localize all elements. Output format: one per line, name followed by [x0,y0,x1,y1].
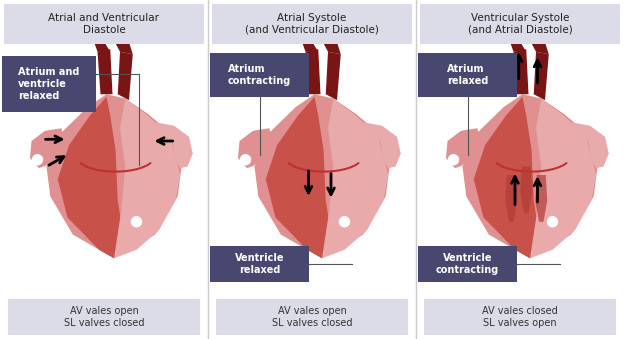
Text: AV vales open
SL valves closed: AV vales open SL valves closed [64,306,144,328]
Polygon shape [535,175,547,222]
Polygon shape [505,175,517,222]
Polygon shape [306,49,321,94]
Text: AV vales closed
SL valves open: AV vales closed SL valves open [482,306,558,328]
Polygon shape [97,49,112,94]
FancyBboxPatch shape [4,4,204,44]
Circle shape [449,155,459,165]
FancyBboxPatch shape [420,4,620,44]
FancyBboxPatch shape [212,4,412,44]
Polygon shape [326,52,341,100]
FancyBboxPatch shape [8,299,200,335]
Polygon shape [155,122,193,168]
Circle shape [240,155,250,165]
FancyBboxPatch shape [418,246,517,282]
Polygon shape [530,99,596,258]
Polygon shape [446,128,481,168]
Polygon shape [571,122,609,168]
Polygon shape [509,32,548,54]
Text: Atrial and Ventricular
Diastole: Atrial and Ventricular Diastole [49,13,160,35]
FancyBboxPatch shape [418,53,517,97]
Polygon shape [534,52,548,100]
Polygon shape [322,99,388,258]
Polygon shape [93,32,133,54]
Text: AV vales open
SL valves closed: AV vales open SL valves closed [271,306,353,328]
Circle shape [547,217,557,227]
Text: Ventricular Systole
(and Atrial Diastole): Ventricular Systole (and Atrial Diastole… [467,13,572,35]
FancyBboxPatch shape [208,0,416,339]
Polygon shape [301,32,341,54]
Polygon shape [47,94,182,258]
Polygon shape [58,97,125,258]
Polygon shape [363,122,401,168]
Text: Atrium
relaxed: Atrium relaxed [447,64,488,86]
Polygon shape [520,166,532,213]
Polygon shape [238,128,273,168]
Text: Atrium and
ventricle
relaxed: Atrium and ventricle relaxed [18,67,80,101]
Text: Ventricle
relaxed: Ventricle relaxed [235,253,285,275]
FancyBboxPatch shape [216,299,408,335]
Text: Atrial Systole
(and Ventricular Diastole): Atrial Systole (and Ventricular Diastole… [245,13,379,35]
FancyBboxPatch shape [210,246,309,282]
Polygon shape [255,94,389,258]
Circle shape [132,217,142,227]
Polygon shape [266,97,333,258]
Polygon shape [462,94,598,258]
FancyBboxPatch shape [416,0,624,339]
Text: Atrium
contracting: Atrium contracting [228,64,291,86]
Polygon shape [30,128,66,168]
Polygon shape [118,52,133,100]
FancyBboxPatch shape [0,0,208,339]
Polygon shape [114,99,180,258]
FancyBboxPatch shape [2,56,96,112]
FancyBboxPatch shape [424,299,616,335]
Circle shape [32,155,42,165]
Text: Ventricle
contracting: Ventricle contracting [436,253,499,275]
Polygon shape [514,49,529,94]
Polygon shape [474,97,541,258]
FancyBboxPatch shape [210,53,309,97]
Circle shape [339,217,349,227]
